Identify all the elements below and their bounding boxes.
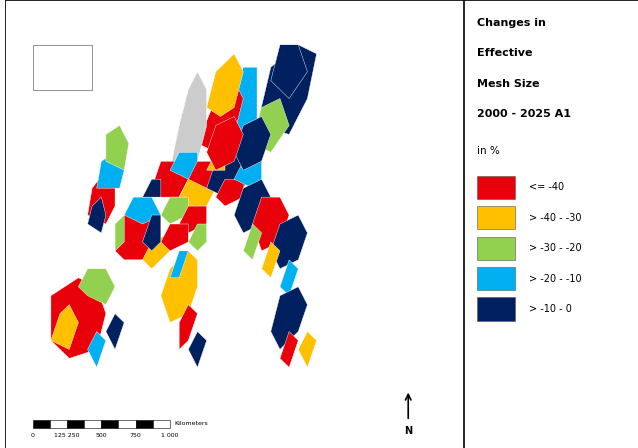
Polygon shape [33,45,87,90]
Polygon shape [299,332,316,367]
Bar [477,267,515,290]
Text: 500: 500 [96,433,107,438]
Polygon shape [207,152,253,197]
Polygon shape [161,197,188,224]
Text: Effective: Effective [477,48,532,58]
Text: > -20 - -10: > -20 - -10 [529,274,581,284]
Polygon shape [257,45,316,134]
Polygon shape [152,161,188,197]
Text: Kilometers: Kilometers [175,421,209,426]
Polygon shape [280,260,299,296]
Polygon shape [142,215,161,251]
Polygon shape [271,45,308,99]
Polygon shape [87,170,115,224]
Bar [477,297,515,321]
Polygon shape [188,224,207,251]
Polygon shape [51,278,106,358]
Polygon shape [124,197,161,224]
Text: 0: 0 [31,433,34,438]
Polygon shape [170,152,198,179]
Polygon shape [115,206,161,260]
Text: Mesh Size: Mesh Size [477,79,539,89]
Polygon shape [170,72,207,179]
Polygon shape [234,161,262,188]
Text: 1 000: 1 000 [161,433,179,438]
Polygon shape [78,269,115,305]
Bar [67,420,84,428]
Polygon shape [179,170,216,206]
Bar [101,420,119,428]
Text: N: N [404,426,412,435]
Polygon shape [179,206,207,233]
Polygon shape [234,179,271,233]
Text: > -30 - -20: > -30 - -20 [529,243,581,253]
Bar [477,206,515,229]
Bar [50,420,67,428]
Text: 2000 - 2025 A1: 2000 - 2025 A1 [477,109,570,119]
Bar [84,420,101,428]
Polygon shape [280,332,299,367]
Text: > -40 - -30: > -40 - -30 [529,213,581,223]
Text: in %: in % [477,146,500,156]
Polygon shape [106,125,129,170]
Polygon shape [142,179,161,197]
Bar [153,420,170,428]
Polygon shape [115,215,124,251]
Polygon shape [253,99,289,152]
Polygon shape [51,305,78,349]
Bar [33,420,50,428]
Polygon shape [234,116,271,170]
Bar [33,45,92,90]
Text: > -10 - 0: > -10 - 0 [529,304,572,314]
Polygon shape [170,251,188,278]
Bar [477,237,515,260]
Polygon shape [207,152,225,170]
Polygon shape [216,179,243,206]
Polygon shape [87,332,106,367]
Bar [119,420,136,428]
Polygon shape [188,161,216,188]
Polygon shape [225,67,257,143]
Polygon shape [161,224,188,251]
Text: Changes in: Changes in [477,18,545,28]
Text: 125 250: 125 250 [54,433,80,438]
Polygon shape [207,54,243,116]
Bar [477,176,515,199]
Polygon shape [106,314,124,349]
Text: 750: 750 [130,433,142,438]
Polygon shape [243,224,262,260]
Polygon shape [97,152,124,188]
Bar [136,420,153,428]
Polygon shape [87,197,106,233]
Polygon shape [161,251,198,323]
Polygon shape [188,332,207,367]
Polygon shape [207,116,243,170]
Polygon shape [271,287,308,349]
Text: <= -40: <= -40 [529,182,564,192]
Polygon shape [262,242,280,278]
Polygon shape [198,81,243,152]
Polygon shape [271,215,308,269]
Polygon shape [179,305,198,349]
Polygon shape [253,197,289,251]
Polygon shape [142,233,170,269]
